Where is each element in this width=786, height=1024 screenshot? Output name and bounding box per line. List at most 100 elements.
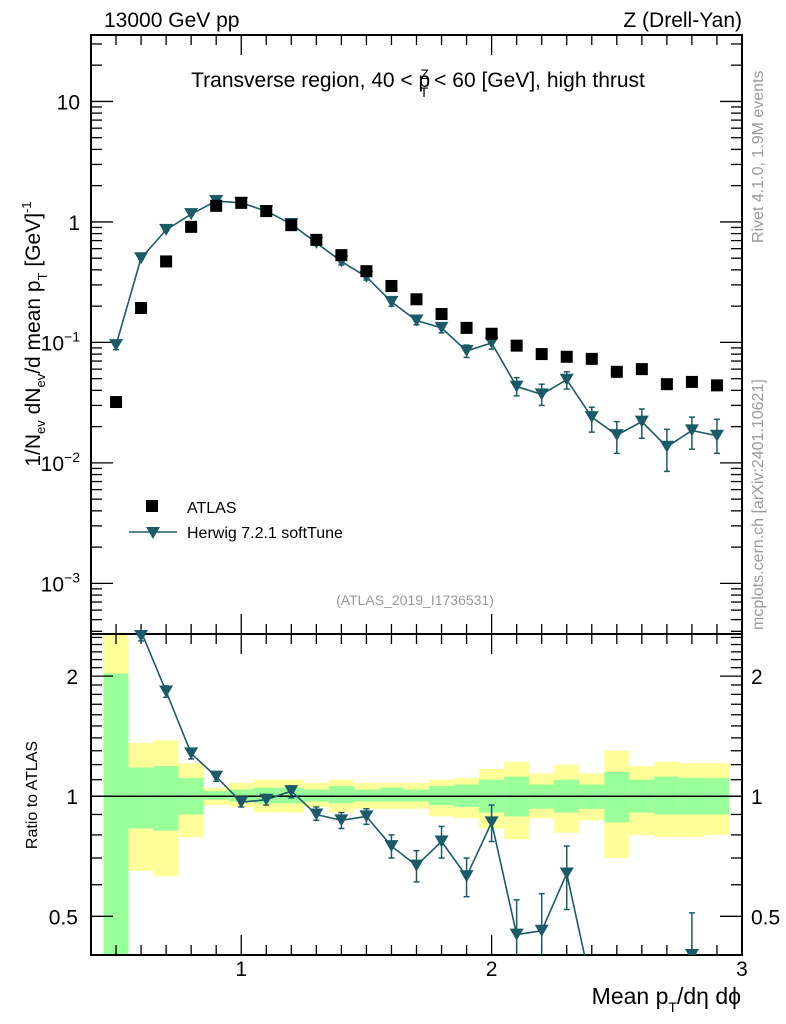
ratio-herwig-point <box>684 949 699 955</box>
main-plot-series <box>109 195 724 473</box>
atlas-point <box>510 339 523 352</box>
herwig-point <box>509 380 524 393</box>
atlas-point <box>285 219 298 232</box>
atlas-point <box>185 220 198 233</box>
ratio-herwig-point <box>534 924 549 937</box>
herwig-point <box>709 429 724 442</box>
x-axis-label: Mean pT/dη dϕ <box>592 983 741 1015</box>
atlas-point <box>635 363 648 376</box>
rivet-version-label: Rivet 4.1.0, 1.9M events <box>750 70 767 243</box>
legend: ATLAS Herwig 7.2.1 softTune <box>129 500 343 542</box>
herwig-point <box>159 223 174 236</box>
ratio-herwig-point <box>334 814 349 827</box>
ratio-bands <box>103 634 730 955</box>
herwig-point <box>634 415 649 428</box>
x-tick-label: 3 <box>736 958 748 981</box>
legend-marker-atlas <box>146 500 158 512</box>
ratio-y-tick-label: 1 <box>66 786 78 809</box>
y-tick-label-exponent: −3 <box>64 569 80 585</box>
ratio-herwig-point <box>509 928 524 941</box>
plot-title-sup: Z <box>420 66 429 82</box>
ratio-band-inner <box>103 673 129 955</box>
atlas-point <box>210 199 223 212</box>
atlas-point <box>310 233 323 246</box>
herwig-point <box>484 336 499 349</box>
ratio-herwig-point <box>159 685 174 698</box>
y-axis-label-c-sub: T <box>35 272 50 280</box>
ratio-band-inner <box>303 789 329 802</box>
y-axis-label-d: [GeV] <box>22 213 45 273</box>
ratio-band-inner <box>128 767 154 829</box>
ratio-herwig-point <box>209 770 224 783</box>
herwig-point <box>459 344 474 357</box>
herwig-point <box>659 440 674 453</box>
atlas-point <box>435 308 448 321</box>
herwig-point <box>184 208 199 221</box>
y-tick-label-exponent: −1 <box>64 328 80 344</box>
ratio-herwig-point <box>309 808 324 821</box>
ratio-herwig-point <box>559 867 574 880</box>
herwig-point <box>409 314 424 327</box>
ratio-band-inner <box>378 787 404 802</box>
ratio-herwig-point <box>409 859 424 872</box>
plot-title-part1: Transverse region, 40 < p <box>191 69 430 92</box>
y-axis-label-a-sub: ev <box>33 420 48 434</box>
atlas-point <box>710 379 723 392</box>
legend-label-atlas: ATLAS <box>187 500 237 517</box>
y-tick-label: 10 <box>57 91 80 114</box>
ratio-band-inner <box>604 771 630 823</box>
herwig-point <box>684 424 699 437</box>
y-tick-label-exponent: −2 <box>64 449 80 465</box>
atlas-point <box>560 350 573 363</box>
y-tick-label-base: 10 <box>41 332 64 355</box>
atlas-point <box>260 205 273 218</box>
atlas-point <box>535 348 548 361</box>
ratio-y-tick-label-right: 0.5 <box>751 906 780 929</box>
atlas-point <box>160 255 173 268</box>
y-axis-label: 1/Nev dNev/d mean pT [GeV]-1 <box>19 201 50 466</box>
ratio-herwig-point <box>359 810 374 823</box>
plot-title-part2: < 60 [GeV], high thrust <box>428 69 645 92</box>
ratio-herwig-point <box>384 840 399 853</box>
ratio-herwig-point <box>234 796 249 809</box>
ratio-herwig-point <box>284 785 299 798</box>
atlas-point <box>660 378 673 391</box>
y-tick-label: 1 <box>68 212 80 235</box>
ratio-herwig-group <box>134 628 699 955</box>
herwig-point <box>534 388 549 401</box>
ratio-band-inner <box>328 786 354 804</box>
atlas-point <box>335 249 348 262</box>
mcplots-source-label: mcplots.cern.ch [arXiv:2401.10621] <box>750 379 767 630</box>
y-tick-label-base: 10 <box>41 453 64 476</box>
herwig-point <box>434 321 449 334</box>
axis-ticks <box>90 35 743 956</box>
ratio-band-inner <box>403 789 430 802</box>
legend-label-herwig: Herwig 7.2.1 softTune <box>187 525 343 542</box>
y-tick-label-base: 10 <box>41 573 64 596</box>
herwig-point <box>134 252 149 265</box>
atlas-point <box>585 352 598 365</box>
atlas-point <box>135 302 148 315</box>
atlas-point <box>485 327 498 340</box>
atlas-point <box>610 365 623 378</box>
ratio-band-inner <box>353 789 379 802</box>
atlas-point <box>360 265 373 278</box>
ratio-herwig-point <box>184 747 199 760</box>
y-axis-label-c: /d mean p <box>22 280 45 373</box>
ratio-herwig-point <box>484 816 499 829</box>
herwig-point <box>559 373 574 386</box>
ratio-y-axis-label: Ratio to ATLAS <box>24 741 41 849</box>
ratio-y-tick-label: 0.5 <box>49 906 78 929</box>
y-axis-label-b-sub: ev <box>33 373 48 387</box>
atlas-point <box>410 293 423 306</box>
legend-marker-herwig <box>146 527 160 539</box>
plot-title: Transverse region, 40 < pZ T < 60 [GeV], … <box>191 66 645 100</box>
ratio-herwig-point <box>134 630 149 642</box>
header-left-label: 13000 GeV pp <box>104 9 239 32</box>
x-axis-label-sub: T <box>668 999 677 1015</box>
herwig-point <box>384 295 399 308</box>
ratio-y-tick-label-right: 1 <box>751 786 763 809</box>
atlas-point <box>110 396 123 409</box>
x-tick-label: 2 <box>486 958 498 981</box>
